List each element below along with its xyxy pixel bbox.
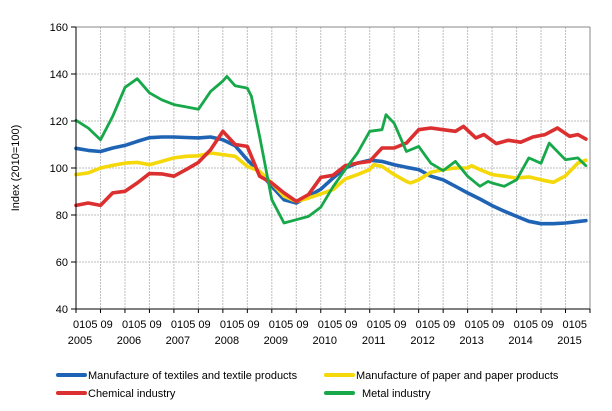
x-month-labels: 0105 09 <box>122 319 162 331</box>
x-year-label: 2015 <box>557 335 581 347</box>
series-lines <box>74 75 588 226</box>
axes: 40 60 80 100 120 140 160 0105 09 2005 0105 09 2006… <box>50 22 591 347</box>
y-tick-label: 140 <box>50 69 68 81</box>
x-month-labels: 0105 09 <box>73 319 113 331</box>
series-line <box>74 75 588 225</box>
x-month-labels: 0105 09 <box>220 319 260 331</box>
x-year-label: 2007 <box>166 335 190 347</box>
y-axis-label: Index (2010=100) <box>10 125 22 212</box>
y-tick-label: 40 <box>56 304 68 316</box>
x-year-label: 2006 <box>117 335 141 347</box>
series-line <box>74 124 588 208</box>
x-year-label: 2013 <box>459 335 483 347</box>
x-year-label: 2005 <box>68 335 92 347</box>
legend-label: Manufacture of paper and paper products <box>356 370 559 382</box>
x-year-label: 2008 <box>215 335 239 347</box>
y-tick-label: 100 <box>50 163 68 175</box>
x-year-label: 2010 <box>313 335 337 347</box>
legend-label: Chemical industry <box>88 388 176 400</box>
legend: Manufacture of textiles and textile prod… <box>56 370 559 400</box>
x-year-label: 2014 <box>508 335 532 347</box>
x-month-labels: 0105 09 <box>171 319 211 331</box>
y-tick-label: 80 <box>56 210 68 222</box>
x-month-labels: 0105 09 <box>514 319 554 331</box>
series-line <box>74 135 588 226</box>
y-tick-label: 160 <box>50 22 68 34</box>
series-line <box>74 151 588 204</box>
x-year-label: 2009 <box>264 335 288 347</box>
y-tick-label: 60 <box>56 257 68 269</box>
legend-label: Metal industry <box>362 388 431 400</box>
x-month-labels: 0105 09 <box>318 319 358 331</box>
x-month-labels: 0105 09 <box>269 319 309 331</box>
x-year-label: 2012 <box>410 335 434 347</box>
x-month-labels: 0105 09 <box>416 319 456 331</box>
x-month-labels: 0105 09 <box>465 319 505 331</box>
x-year-label: 2011 <box>362 335 386 347</box>
x-month-labels: 0105 <box>563 319 587 331</box>
grid <box>76 26 590 309</box>
y-tick-label: 120 <box>50 116 68 128</box>
x-month-labels: 0105 09 <box>367 319 407 331</box>
legend-label: Manufacture of textiles and textile prod… <box>88 370 298 382</box>
